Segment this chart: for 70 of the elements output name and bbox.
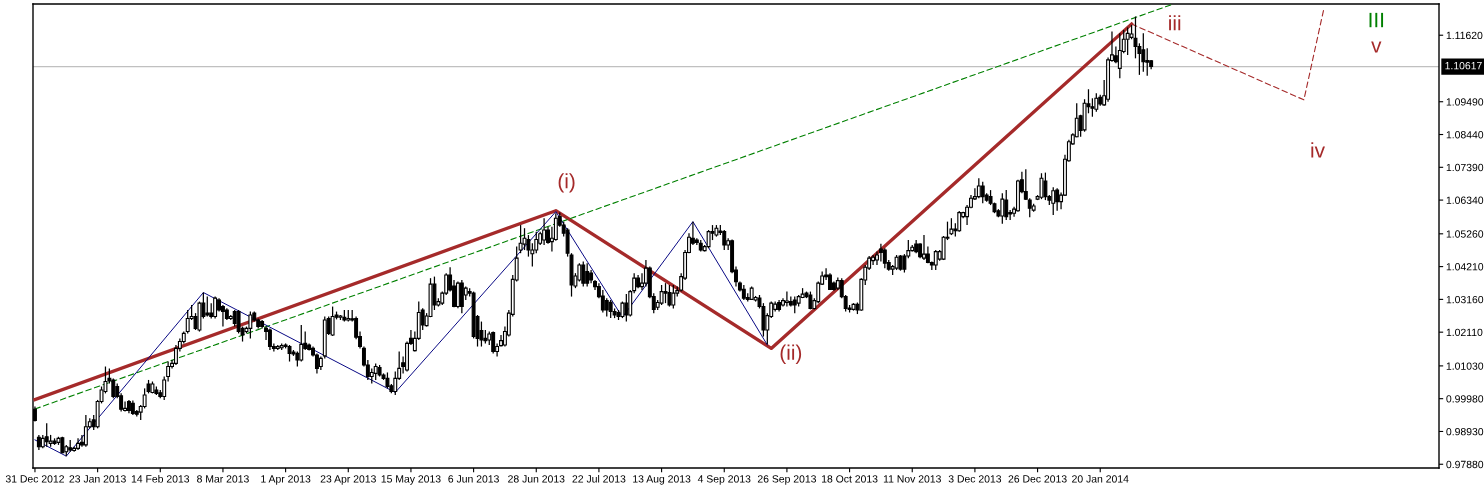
x-tick-label: 23 Apr 2013 — [320, 475, 376, 485]
candlestick — [459, 279, 464, 314]
candlestick — [706, 229, 711, 249]
x-tick-label: 14 Feb 2013 — [131, 474, 190, 483]
candlestick — [663, 282, 668, 304]
candlestick — [267, 327, 272, 351]
annotation: (ii) — [780, 344, 802, 365]
ref-line-label: 1.10617 — [1445, 61, 1482, 70]
y-tick-label: 1.07390 — [1446, 163, 1484, 172]
x-tick-label: 15 May 2013 — [381, 475, 441, 485]
x-tick-label: 20 Jan 2014 — [1072, 475, 1129, 483]
candlestick — [980, 181, 985, 204]
y-tick-label: 0.97880 — [1446, 460, 1484, 469]
x-tick-label: 26 Dec 2013 — [1008, 475, 1067, 483]
candlestick — [922, 234, 926, 261]
y-tick-label: 1.08440 — [1446, 131, 1484, 139]
candlestick — [330, 305, 335, 337]
annotation: v — [1371, 41, 1382, 53]
x-tick-label: 11 Nov 2013 — [883, 475, 941, 483]
candlestick — [624, 293, 629, 323]
x-tick-label: 13 Aug 2013 — [633, 475, 691, 485]
candlestick — [604, 297, 609, 318]
candlestick — [1117, 32, 1122, 79]
y-tick-label: 0.98930 — [1446, 427, 1484, 436]
candlestick — [871, 254, 876, 266]
x-tick-label: 3 Dec 2013 — [948, 475, 1002, 483]
y-tick-label: 1.02110 — [1446, 328, 1483, 337]
candlestick — [659, 284, 664, 306]
line-series — [34, 211, 768, 457]
candlestick — [185, 309, 190, 335]
candlestick — [1125, 26, 1130, 56]
y-tick-label: 1.01030 — [1446, 362, 1484, 370]
candlestick — [1043, 171, 1048, 201]
y-tick-label: 1.09490 — [1446, 98, 1484, 106]
candlestick — [393, 370, 398, 396]
candlestick — [299, 324, 304, 363]
x-tick-label: 26 Sep 2013 — [757, 475, 816, 485]
x-tick-label: 6 Jun 2013 — [448, 475, 499, 483]
x-tick-label: 8 Mar 2013 — [197, 475, 249, 483]
candlestick — [518, 224, 523, 254]
y-tick-label: 1.03160 — [1446, 295, 1484, 304]
x-tick-label: 28 Jun 2013 — [508, 475, 565, 483]
x-tick-label: 23 Jan 2013 — [69, 475, 126, 483]
candlestick — [1000, 192, 1005, 225]
y-tick-label: 1.04210 — [1446, 263, 1484, 271]
annotation: iv — [1311, 142, 1325, 158]
x-tick-label: 1 Apr 2013 — [261, 475, 311, 485]
annotation: iii — [1169, 15, 1181, 31]
x-tick-label: 4 Sep 2013 — [697, 475, 751, 485]
candlestick — [1051, 186, 1056, 216]
candlestick — [1039, 172, 1044, 200]
x-tick-label: 18 Oct 2013 — [822, 475, 878, 483]
x-tick-label: 31 Dec 2012 — [5, 475, 64, 483]
y-tick-label: 1.05260 — [1446, 230, 1484, 238]
candlestick — [455, 280, 460, 309]
candlestick — [1141, 32, 1146, 73]
annotation: III — [1369, 12, 1384, 28]
candlestick — [581, 260, 586, 288]
candlestick — [142, 387, 147, 409]
y-tick-label: 1.06340 — [1446, 196, 1484, 204]
candlestick — [608, 299, 613, 319]
candlestick — [902, 253, 907, 274]
annotation: (i) — [558, 173, 575, 193]
candlestick — [667, 284, 672, 308]
candlestick — [976, 177, 981, 199]
y-tick-label: 0.99980 — [1446, 395, 1484, 403]
candlestick — [882, 247, 887, 269]
x-tick-label: 22 Jul 2013 — [572, 474, 626, 483]
candlestick — [83, 414, 88, 448]
y-tick-label: 1.11620 — [1446, 31, 1483, 40]
